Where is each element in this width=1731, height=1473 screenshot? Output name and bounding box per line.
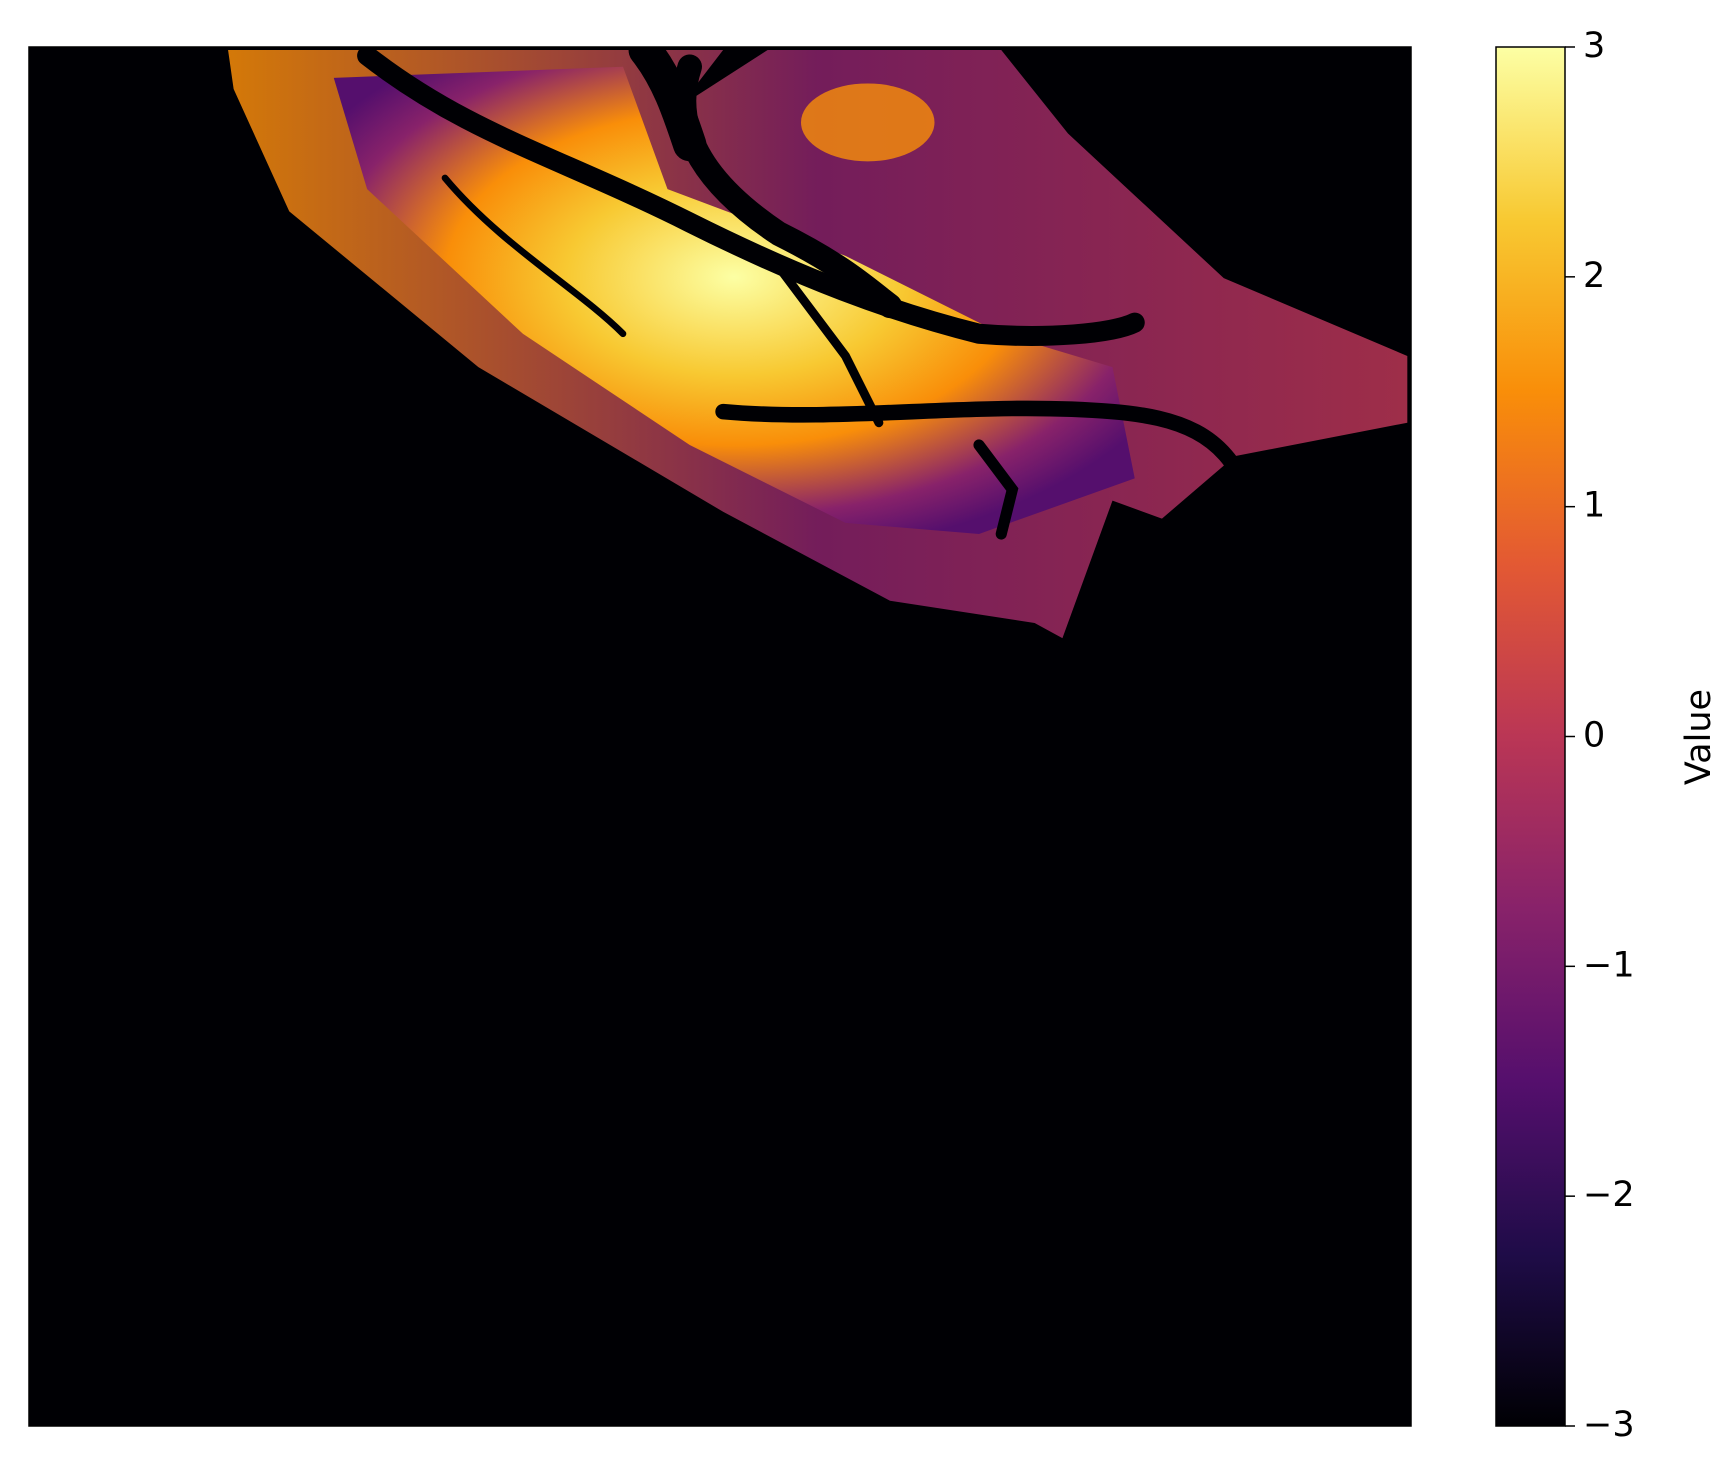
land-high — [800, 83, 935, 162]
colorbar — [1495, 46, 1566, 1427]
colorbar-label: Value — [1679, 689, 1719, 785]
colorbar-tick-label: −2 — [1583, 1175, 1635, 1215]
colorbar-tick-label: 2 — [1583, 256, 1605, 296]
raster — [228, 47, 1408, 817]
channels — [357, 47, 1254, 540]
colorbar-tick-label: −1 — [1583, 945, 1635, 985]
colorbar-tick-label: −3 — [1583, 1405, 1635, 1445]
colorbar-tick-label: 3 — [1583, 26, 1605, 66]
colorbar-tick-label: 0 — [1583, 716, 1605, 756]
colorbar-tick-label: 1 — [1583, 486, 1605, 526]
axes-frame — [28, 46, 1412, 1427]
sea — [1036, 500, 1406, 817]
